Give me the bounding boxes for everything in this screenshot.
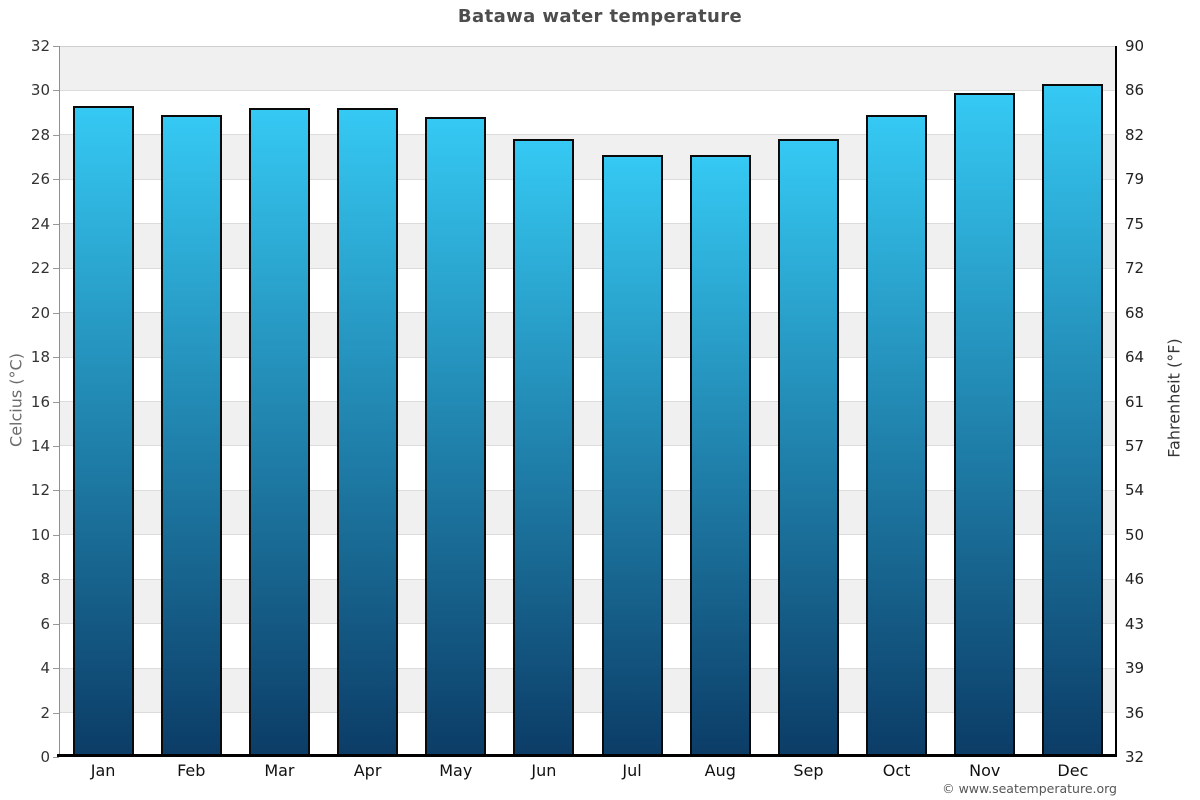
y-tick-label-celsius: 16 bbox=[30, 392, 50, 411]
y-axis-tick-mark bbox=[53, 534, 59, 536]
y-tick-label-celsius: 4 bbox=[40, 659, 50, 678]
plot-top-border bbox=[59, 46, 1117, 47]
temperature-bar-jul bbox=[601, 154, 663, 757]
gridline bbox=[59, 134, 1117, 136]
y-tick-label-celsius: 28 bbox=[30, 125, 50, 144]
y-axis-tick-mark bbox=[53, 757, 59, 758]
y-axis-tick-mark bbox=[53, 268, 59, 270]
y-tick-label-celsius: 0 bbox=[40, 748, 50, 766]
y-axis-tick-mark bbox=[53, 712, 59, 714]
y-tick-label-fahrenheit: 54 bbox=[1125, 481, 1145, 500]
y-axis-tick-mark bbox=[53, 312, 59, 314]
y-tick-label-fahrenheit: 90 bbox=[1125, 37, 1145, 55]
y-tick-label-fahrenheit: 36 bbox=[1125, 703, 1145, 722]
y-tick-label-fahrenheit: 82 bbox=[1125, 125, 1145, 144]
gridline bbox=[59, 578, 1117, 580]
y-axis-line-right bbox=[1115, 46, 1117, 757]
x-tick-label-aug: Aug bbox=[704, 761, 736, 780]
gridline bbox=[59, 312, 1117, 314]
x-tick-label-sep: Sep bbox=[793, 761, 824, 780]
y-tick-label-celsius: 8 bbox=[40, 570, 50, 589]
gridline bbox=[59, 489, 1117, 491]
temperature-bar-jan bbox=[72, 105, 134, 757]
y-axis-tick-mark bbox=[53, 623, 59, 625]
y-tick-label-celsius: 32 bbox=[30, 37, 50, 55]
y-axis-tick-mark bbox=[53, 490, 59, 492]
y-axis-tick-mark bbox=[53, 579, 59, 581]
x-tick-label-jan: Jan bbox=[90, 761, 116, 780]
gridline bbox=[59, 223, 1117, 225]
temperature-bar-mar bbox=[248, 108, 310, 757]
y-tick-label-fahrenheit: 57 bbox=[1125, 436, 1145, 455]
y-tick-label-celsius: 20 bbox=[30, 303, 50, 322]
gridline bbox=[59, 667, 1117, 669]
gridline bbox=[59, 712, 1117, 714]
y-tick-label-celsius: 30 bbox=[30, 81, 50, 100]
x-tick-label-mar: Mar bbox=[264, 761, 295, 780]
temperature-bar-oct bbox=[866, 114, 928, 757]
y-tick-label-celsius: 14 bbox=[30, 436, 50, 455]
y-tick-label-fahrenheit: 72 bbox=[1125, 259, 1145, 278]
y-axis-tick-mark bbox=[53, 668, 59, 670]
y-tick-label-celsius: 22 bbox=[30, 259, 50, 278]
temperature-bar-feb bbox=[160, 114, 222, 757]
x-tick-label-oct: Oct bbox=[882, 761, 911, 780]
y-tick-label-fahrenheit: 64 bbox=[1125, 348, 1145, 367]
x-axis-line bbox=[57, 754, 1117, 757]
gridline bbox=[59, 178, 1117, 180]
y-axis-tick-mark bbox=[53, 401, 59, 403]
y-axis-tick-mark bbox=[53, 223, 59, 225]
temperature-bar-may bbox=[425, 117, 487, 757]
y-axis-tick-mark bbox=[53, 46, 59, 47]
y-tick-label-celsius: 26 bbox=[30, 170, 50, 189]
gridline bbox=[59, 401, 1117, 402]
y-axis-tick-mark bbox=[53, 357, 59, 359]
chart-title: Batawa water temperature bbox=[457, 6, 743, 27]
x-tick-label-jun: Jun bbox=[531, 761, 557, 780]
y-tick-label-fahrenheit: 61 bbox=[1125, 392, 1145, 411]
temperature-bar-sep bbox=[777, 139, 839, 757]
x-tick-label-may: May bbox=[439, 761, 473, 780]
y-tick-label-celsius: 6 bbox=[40, 614, 50, 633]
gridline bbox=[59, 445, 1117, 447]
gridline bbox=[59, 267, 1117, 269]
y-tick-label-celsius: 2 bbox=[40, 703, 50, 722]
temperature-bar-aug bbox=[689, 154, 751, 757]
temperature-bar-nov bbox=[954, 92, 1016, 757]
y-tick-label-celsius: 12 bbox=[30, 481, 50, 500]
y-tick-label-celsius: 18 bbox=[30, 348, 50, 367]
x-tick-label-feb: Feb bbox=[177, 761, 206, 780]
y-tick-label-celsius: 24 bbox=[30, 214, 50, 233]
y-axis-tick-mark bbox=[53, 134, 59, 136]
y-tick-label-fahrenheit: 43 bbox=[1125, 614, 1145, 633]
y-tick-label-fahrenheit: 39 bbox=[1125, 659, 1145, 678]
y-tick-label-fahrenheit: 46 bbox=[1125, 570, 1145, 589]
gridline bbox=[59, 89, 1117, 91]
temperature-bar-jun bbox=[513, 139, 575, 757]
x-tick-label-dec: Dec bbox=[1057, 761, 1089, 780]
y-tick-label-fahrenheit: 79 bbox=[1125, 170, 1145, 189]
y-tick-label-fahrenheit: 50 bbox=[1125, 525, 1145, 544]
y-tick-label-fahrenheit: 32 bbox=[1125, 748, 1145, 766]
y-tick-label-fahrenheit: 75 bbox=[1125, 214, 1145, 233]
y-axis-tick-mark bbox=[53, 90, 59, 92]
plot-area bbox=[59, 46, 1117, 757]
x-tick-label-apr: Apr bbox=[353, 761, 382, 780]
y-tick-label-fahrenheit: 86 bbox=[1125, 81, 1145, 100]
y-tick-label-fahrenheit: 68 bbox=[1125, 303, 1145, 322]
y-axis-line-left bbox=[59, 46, 60, 757]
x-tick-label-jul: Jul bbox=[622, 761, 642, 780]
copyright-link[interactable]: © www.seatemperature.org bbox=[942, 781, 1117, 796]
y-tick-label-celsius: 10 bbox=[30, 525, 50, 544]
gridline bbox=[59, 623, 1117, 625]
y-axis-tick-mark bbox=[53, 179, 59, 181]
temperature-bar-dec bbox=[1042, 83, 1104, 757]
temperature-bar-apr bbox=[337, 108, 399, 757]
gridline bbox=[59, 534, 1117, 536]
x-tick-label-nov: Nov bbox=[969, 761, 1001, 780]
gridline bbox=[59, 356, 1117, 358]
y-axis-tick-mark bbox=[53, 445, 59, 447]
